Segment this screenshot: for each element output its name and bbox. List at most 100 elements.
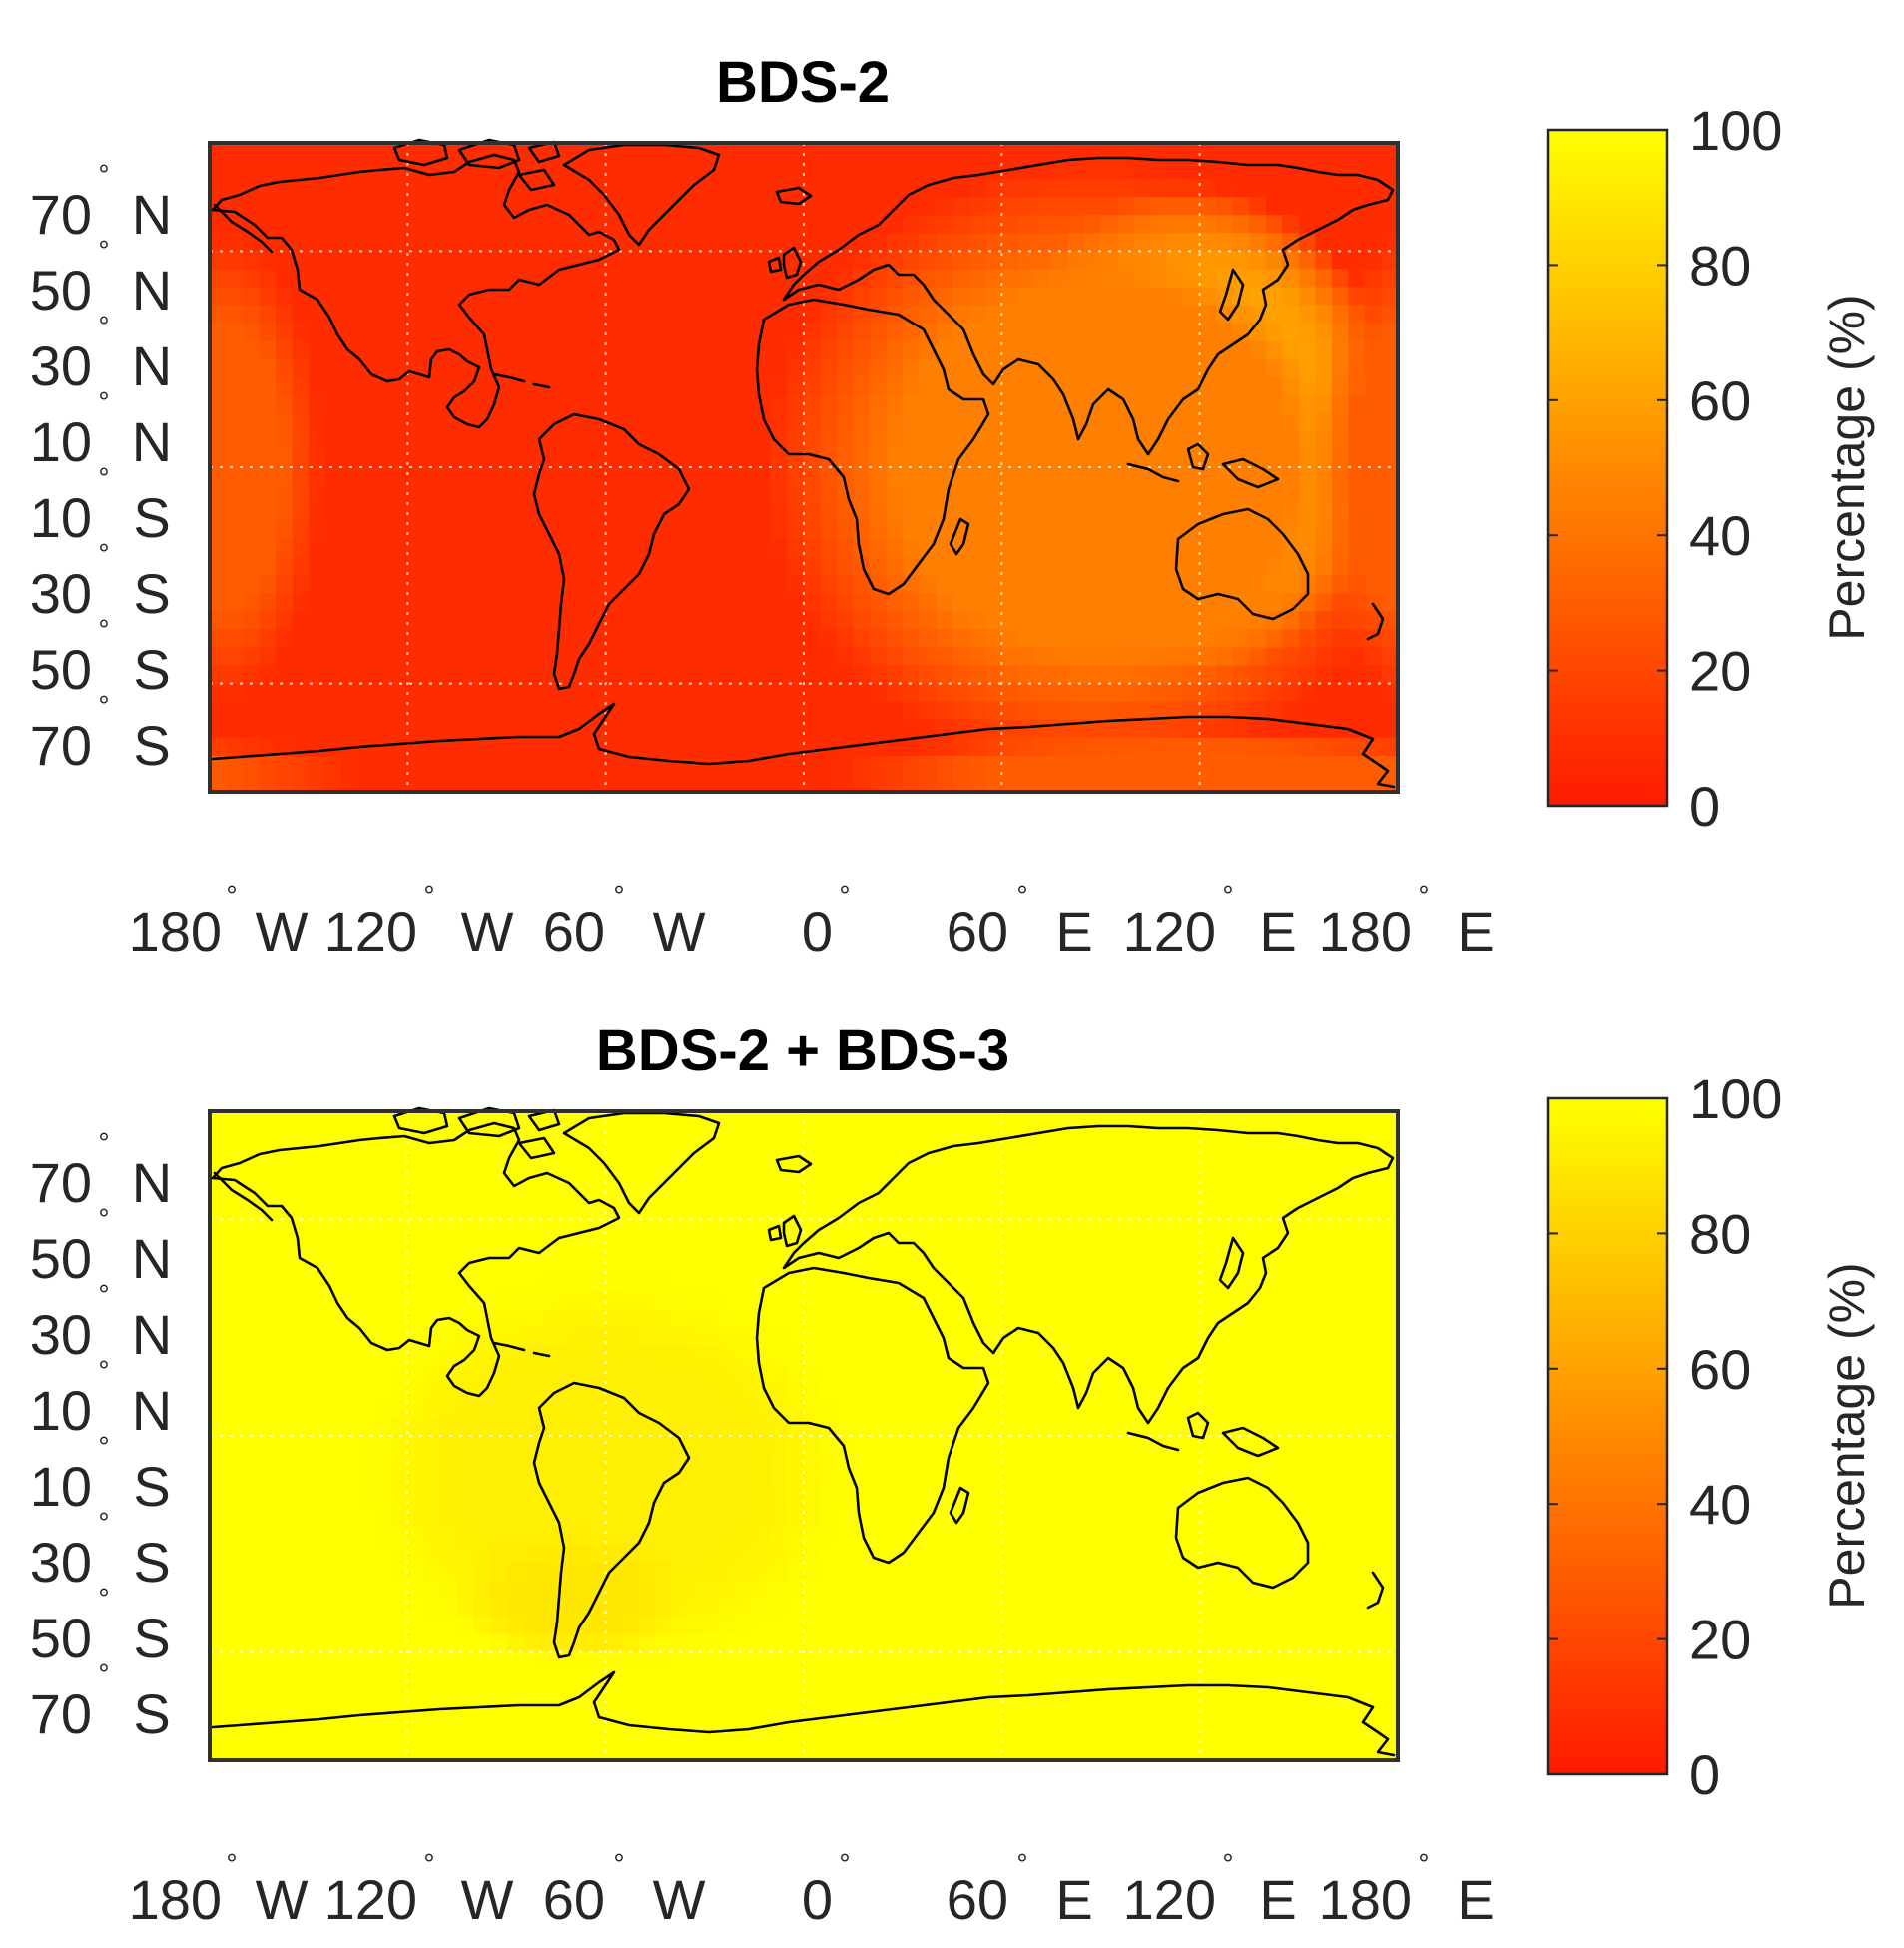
coverage-cell (243, 287, 261, 307)
coverage-cell (655, 467, 673, 486)
coverage-cell (737, 683, 756, 703)
coverage-cell (1050, 1219, 1069, 1239)
coverage-cell (1199, 269, 1217, 289)
coverage-cell (804, 1345, 822, 1365)
coverage-cell (787, 305, 805, 325)
coverage-cell (489, 503, 508, 522)
coverage-cell (572, 1327, 590, 1347)
coverage-cell (1216, 737, 1234, 757)
coverage-cell (1083, 719, 1102, 739)
coverage-cell (1034, 575, 1052, 595)
coverage-cell (1050, 340, 1069, 360)
coverage-cell (1133, 719, 1151, 739)
coverage-cell (984, 179, 1003, 198)
coverage-cell (1216, 521, 1234, 541)
coverage-cell (605, 1562, 623, 1582)
coverage-cell (622, 701, 640, 721)
coverage-cell (622, 1472, 640, 1491)
coverage-cell (936, 340, 953, 360)
coverage-cell (1315, 593, 1333, 613)
coverage-cell (423, 1183, 442, 1203)
coverage-cell (853, 394, 871, 414)
coverage-cell (1150, 737, 1168, 757)
coverage-cell (1133, 215, 1151, 235)
coverage-cell (589, 557, 607, 577)
coverage-cell (1315, 755, 1333, 775)
coverage-cell (489, 719, 508, 739)
coverage-cell (1282, 755, 1300, 775)
coverage-cell (622, 358, 640, 378)
coverage-cell (1216, 1399, 1234, 1419)
coverage-cell (952, 1147, 970, 1166)
coverage-cell (309, 539, 326, 559)
coverage-cell (1001, 1255, 1019, 1275)
coverage-cell (770, 1490, 789, 1510)
coverage-cell (1150, 1309, 1168, 1329)
coverage-cell (226, 287, 244, 307)
coverage-cell (440, 1580, 458, 1600)
coverage-cell (589, 575, 607, 595)
coverage-cell (787, 1237, 805, 1257)
coverage-cell (903, 1201, 921, 1221)
coverage-cell (1249, 215, 1267, 235)
coverage-cell (605, 629, 623, 649)
coverage-cell (1249, 1508, 1267, 1528)
coverage-cell (1348, 665, 1366, 685)
coverage-cell (523, 1544, 541, 1564)
coverage-cell (341, 1562, 359, 1582)
coverage-cell (968, 467, 986, 486)
coverage-cell (259, 1544, 277, 1564)
coverage-cell (754, 737, 772, 757)
coverage-cell (638, 1291, 657, 1311)
coverage-cell (407, 1526, 425, 1546)
coverage-cell (1381, 1201, 1399, 1221)
coverage-cell (523, 1580, 541, 1600)
coverage-cell (572, 340, 590, 360)
coverage-cell (473, 269, 491, 289)
coverage-cell (968, 1255, 986, 1275)
coverage-cell (754, 611, 772, 631)
coverage-cell (787, 575, 805, 595)
coverage-cell (1216, 1327, 1234, 1347)
coverage-cell (655, 539, 673, 559)
coverage-cell (770, 1183, 789, 1203)
coverage-cell (1017, 539, 1036, 559)
coverage-cell (357, 215, 376, 235)
coverage-cell (952, 1183, 970, 1203)
coverage-cell (984, 575, 1003, 595)
coverage-cell (1017, 701, 1036, 721)
coverage-cell (804, 1526, 822, 1546)
coverage-cell (870, 412, 888, 432)
coverage-cell (341, 1687, 359, 1707)
coverage-cell (489, 1616, 508, 1635)
coverage-cell (837, 1129, 855, 1148)
coverage-cell (489, 448, 508, 468)
coverage-cell (423, 485, 442, 504)
coverage-cell (572, 1255, 590, 1275)
coverage-cell (407, 575, 425, 595)
coverage-cell (936, 647, 953, 667)
coverage-cell (1364, 701, 1383, 721)
coverage-cell (1034, 340, 1052, 360)
coverage-cell (572, 287, 590, 307)
coverage-cell (1050, 269, 1069, 289)
coverage-cell (770, 1273, 789, 1293)
coverage-cell (770, 376, 789, 396)
coverage-cell (903, 1616, 921, 1635)
coverage-cell (605, 773, 623, 793)
coverage-cell (210, 1580, 228, 1600)
coverage-cell (276, 412, 294, 432)
coverage-cell (1315, 251, 1333, 271)
coverage-cell (671, 1129, 690, 1148)
coverage-cell (1381, 376, 1399, 396)
coverage-cell (1183, 1616, 1201, 1635)
coverage-cell (572, 394, 590, 414)
coverage-cell (1298, 215, 1317, 235)
coverage-cell (1083, 737, 1102, 757)
coverage-cell (804, 683, 822, 703)
coverage-cell (1348, 1327, 1366, 1347)
coverage-cell (704, 557, 723, 577)
coverage-cell (1315, 773, 1333, 793)
coverage-cell (1282, 340, 1300, 360)
coverage-cell (1232, 737, 1251, 757)
